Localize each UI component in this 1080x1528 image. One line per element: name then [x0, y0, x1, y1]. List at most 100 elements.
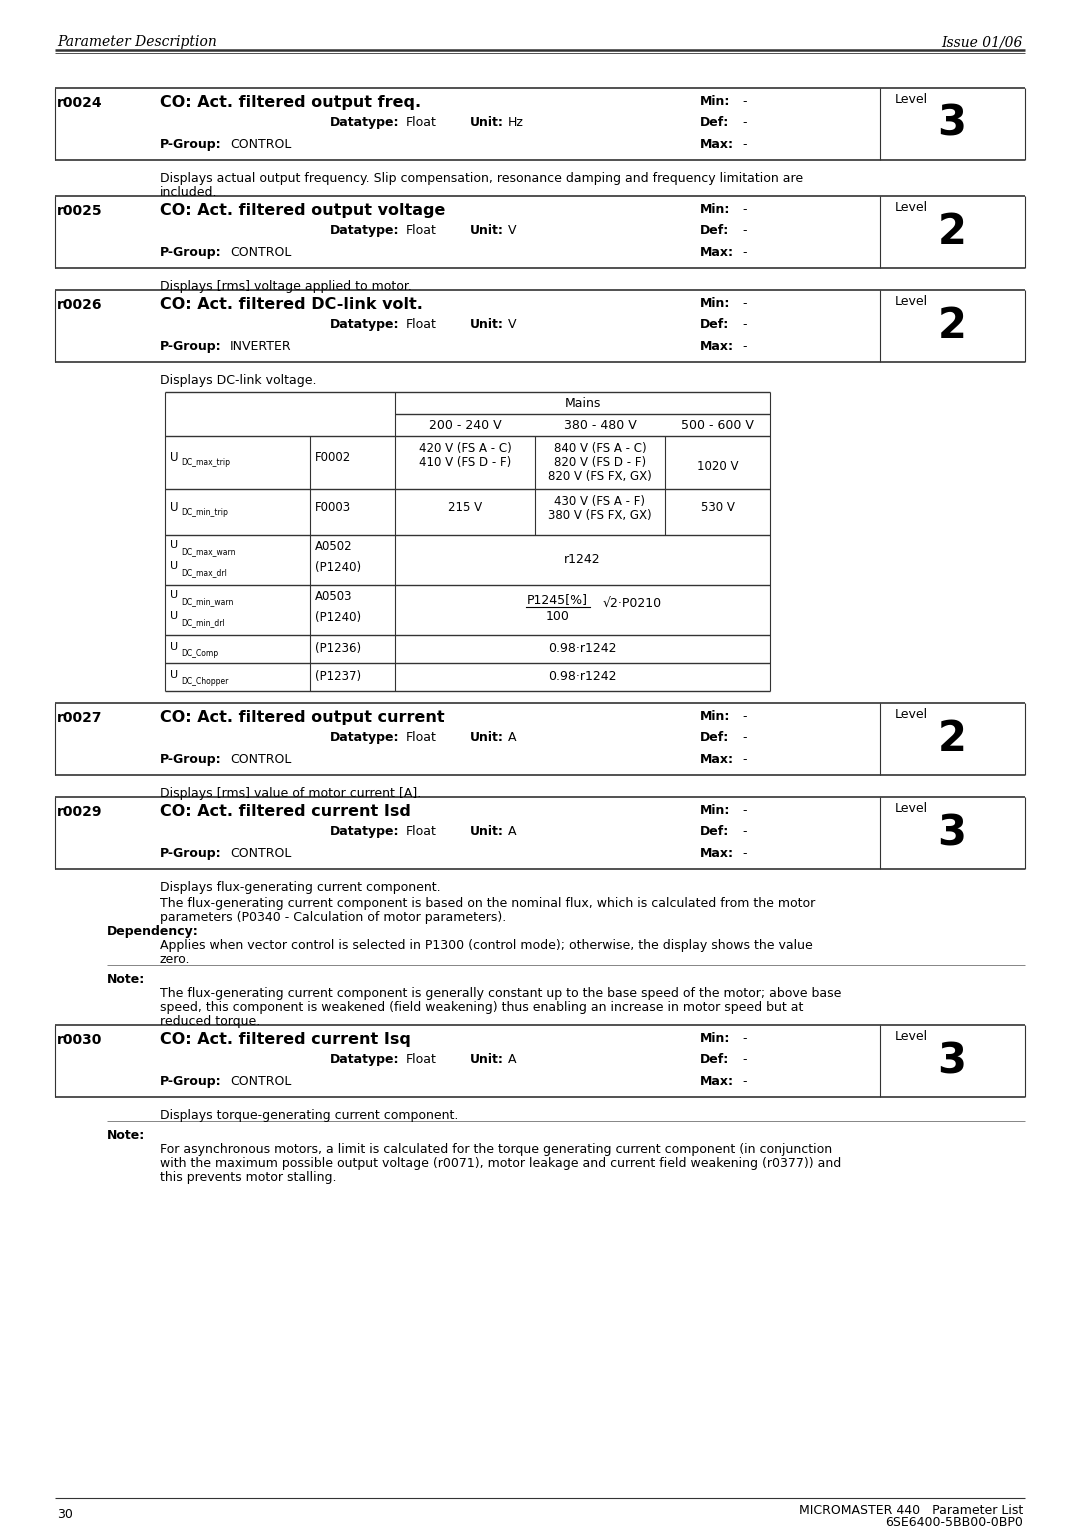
- Text: Parameter Description: Parameter Description: [57, 35, 217, 49]
- Text: Float: Float: [406, 825, 437, 837]
- Text: Float: Float: [406, 1053, 437, 1067]
- Text: DC_min_warn: DC_min_warn: [181, 597, 233, 607]
- Text: Unit:: Unit:: [470, 225, 504, 237]
- Text: with the maximum possible output voltage (r0071), motor leakage and current fiel: with the maximum possible output voltage…: [160, 1157, 841, 1170]
- Text: Max:: Max:: [700, 847, 734, 860]
- Text: r0025: r0025: [57, 205, 103, 219]
- Text: -: -: [742, 804, 746, 817]
- Text: P1245[%]: P1245[%]: [527, 593, 588, 607]
- Text: Def:: Def:: [700, 318, 729, 332]
- Text: -: -: [742, 116, 746, 128]
- Text: r0030: r0030: [57, 1033, 103, 1047]
- Text: included.: included.: [160, 186, 217, 199]
- Text: U: U: [170, 539, 178, 550]
- Text: Level: Level: [895, 802, 928, 814]
- Text: 2: 2: [937, 718, 967, 759]
- Text: Displays actual output frequency. Slip compensation, resonance damping and frequ: Displays actual output frequency. Slip c…: [160, 173, 804, 185]
- Text: Min:: Min:: [700, 296, 730, 310]
- Text: V: V: [508, 318, 516, 332]
- Text: Datatype:: Datatype:: [330, 116, 400, 128]
- Text: Min:: Min:: [700, 95, 730, 108]
- Text: Min:: Min:: [700, 1031, 730, 1045]
- Text: 3: 3: [937, 102, 967, 145]
- Text: A0503: A0503: [315, 590, 352, 604]
- Text: -: -: [742, 138, 746, 151]
- Text: -: -: [742, 318, 746, 332]
- Text: 0.98·r1242: 0.98·r1242: [549, 669, 617, 683]
- Text: Displays DC-link voltage.: Displays DC-link voltage.: [160, 374, 316, 387]
- Text: DC_max_trip: DC_max_trip: [181, 458, 230, 468]
- Text: Float: Float: [406, 225, 437, 237]
- Text: r1242: r1242: [564, 553, 600, 565]
- Text: Min:: Min:: [700, 711, 730, 723]
- Text: 430 V (FS A - F): 430 V (FS A - F): [554, 495, 646, 507]
- Text: -: -: [742, 730, 746, 744]
- Text: DC_min_trip: DC_min_trip: [181, 507, 228, 516]
- Text: 1020 V: 1020 V: [697, 460, 739, 474]
- Text: CONTROL: CONTROL: [230, 753, 292, 766]
- Text: Min:: Min:: [700, 203, 730, 215]
- Text: CO: Act. filtered output voltage: CO: Act. filtered output voltage: [160, 203, 445, 219]
- Text: DC_Comp: DC_Comp: [181, 649, 218, 659]
- Text: DC_Chopper: DC_Chopper: [181, 677, 228, 686]
- Text: -: -: [742, 225, 746, 237]
- Text: 6SE6400-5BB00-0BP0: 6SE6400-5BB00-0BP0: [886, 1516, 1023, 1528]
- Text: 30: 30: [57, 1508, 72, 1520]
- Text: 380 V (FS FX, GX): 380 V (FS FX, GX): [549, 509, 652, 523]
- Text: 820 V (FS D - F): 820 V (FS D - F): [554, 455, 646, 469]
- Text: CO: Act. filtered output freq.: CO: Act. filtered output freq.: [160, 95, 421, 110]
- Text: Unit:: Unit:: [470, 825, 504, 837]
- Text: (P1236): (P1236): [315, 642, 361, 656]
- Text: -: -: [742, 246, 746, 260]
- Text: Max:: Max:: [700, 341, 734, 353]
- Text: -: -: [742, 847, 746, 860]
- Text: -: -: [742, 825, 746, 837]
- Text: √2·P0210: √2·P0210: [603, 597, 662, 610]
- Text: -: -: [742, 341, 746, 353]
- Text: (P1237): (P1237): [315, 669, 361, 683]
- Text: CO: Act. filtered current Isq: CO: Act. filtered current Isq: [160, 1031, 410, 1047]
- Text: CO: Act. filtered current Isd: CO: Act. filtered current Isd: [160, 804, 410, 819]
- Text: -: -: [742, 1031, 746, 1045]
- Text: The flux-generating current component is generally constant up to the base speed: The flux-generating current component is…: [160, 987, 841, 999]
- Text: P-Group:: P-Group:: [160, 138, 221, 151]
- Text: Dependency:: Dependency:: [107, 924, 199, 938]
- Text: Max:: Max:: [700, 1076, 734, 1088]
- Text: Def:: Def:: [700, 825, 729, 837]
- Text: Datatype:: Datatype:: [330, 730, 400, 744]
- Text: -: -: [742, 95, 746, 108]
- Text: -: -: [742, 203, 746, 215]
- Text: -: -: [742, 1076, 746, 1088]
- Text: A0502: A0502: [315, 539, 353, 553]
- Text: Datatype:: Datatype:: [330, 225, 400, 237]
- Text: 200 - 240 V: 200 - 240 V: [429, 419, 501, 432]
- Text: 215 V: 215 V: [448, 501, 482, 513]
- Text: Level: Level: [895, 1030, 928, 1044]
- Text: Unit:: Unit:: [470, 116, 504, 128]
- Text: Note:: Note:: [107, 1129, 145, 1141]
- Text: Displays torque-generating current component.: Displays torque-generating current compo…: [160, 1109, 458, 1122]
- Text: U: U: [170, 501, 178, 513]
- Text: 530 V: 530 V: [701, 501, 734, 513]
- Text: MICROMASTER 440   Parameter List: MICROMASTER 440 Parameter List: [799, 1504, 1023, 1517]
- Text: U: U: [170, 642, 178, 652]
- Text: CONTROL: CONTROL: [230, 246, 292, 260]
- Text: F0002: F0002: [315, 451, 351, 465]
- Text: P-Group:: P-Group:: [160, 341, 221, 353]
- Text: Min:: Min:: [700, 804, 730, 817]
- Text: Max:: Max:: [700, 246, 734, 260]
- Text: INVERTER: INVERTER: [230, 341, 292, 353]
- Text: Def:: Def:: [700, 225, 729, 237]
- Text: CONTROL: CONTROL: [230, 138, 292, 151]
- Text: A: A: [508, 825, 516, 837]
- Text: Unit:: Unit:: [470, 1053, 504, 1067]
- Text: U: U: [170, 669, 178, 680]
- Text: Datatype:: Datatype:: [330, 318, 400, 332]
- Text: Level: Level: [895, 202, 928, 214]
- Text: Unit:: Unit:: [470, 730, 504, 744]
- Text: CO: Act. filtered DC-link volt.: CO: Act. filtered DC-link volt.: [160, 296, 423, 312]
- Text: U: U: [170, 451, 178, 465]
- Text: 840 V (FS A - C): 840 V (FS A - C): [554, 442, 646, 455]
- Text: Float: Float: [406, 730, 437, 744]
- Text: Unit:: Unit:: [470, 318, 504, 332]
